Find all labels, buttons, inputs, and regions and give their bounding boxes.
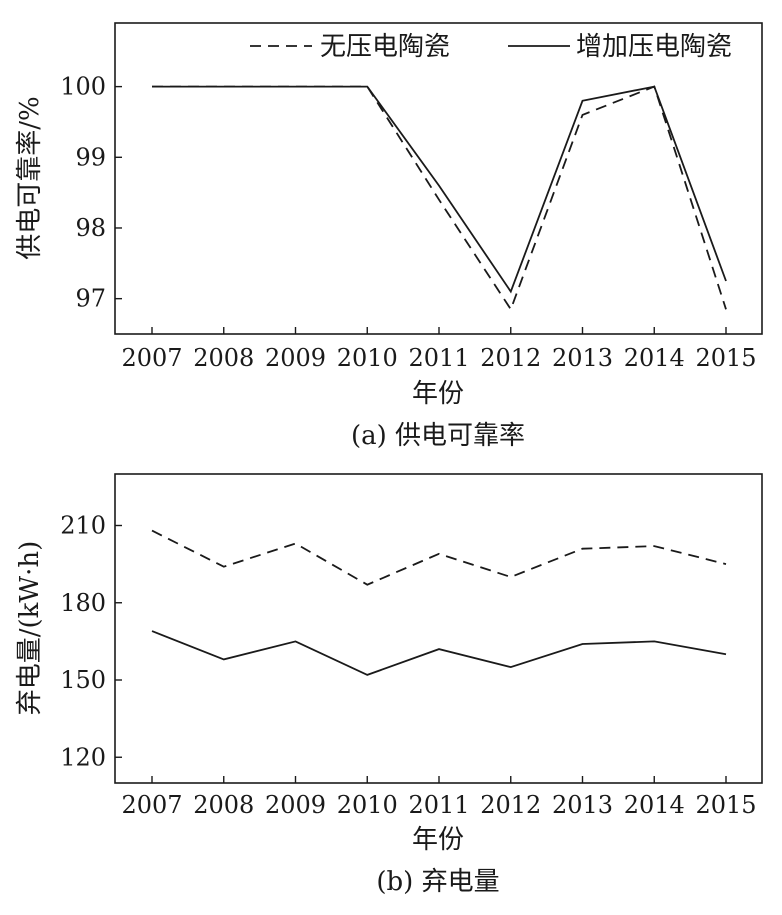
panel-a-legend: 无压电陶瓷 增加压电陶瓷 xyxy=(250,32,732,62)
legend-solid-label: 增加压电陶瓷 xyxy=(576,32,732,62)
panel-a-reliability: 2007 2008 2009 2010 2011 2012 2013 2014 2015 97 98… xyxy=(15,22,763,451)
panel-a-series-without-piezo xyxy=(152,85,727,312)
panel-b-x-tick-label: 2012 xyxy=(480,791,541,819)
panel-a-x-tick-label: 2014 xyxy=(624,344,685,372)
panel-b-x-axis-title: 年份 xyxy=(412,825,464,855)
panel-b-plot-frame xyxy=(114,473,763,784)
panel-b-x-tick-label: 2011 xyxy=(408,791,469,819)
panel-a-x-tick-label: 2010 xyxy=(337,344,398,372)
panel-b-x-tick-label: 2014 xyxy=(624,791,685,819)
panel-b-x-tick-label: 2008 xyxy=(193,791,254,819)
panel-b-x-tick-label: 2015 xyxy=(695,791,756,819)
panel-b-series-with-piezo xyxy=(151,630,727,676)
panel-b-x-tick-label: 2013 xyxy=(552,791,613,819)
panel-b-series-without-piezo xyxy=(151,529,727,586)
panel-b-curtailment: 2007 2008 2009 2010 2011 2012 2013 2014 2015 120 1… xyxy=(15,473,763,897)
panel-a-series-with-piezo xyxy=(152,85,727,294)
legend-dashed-label: 无压电陶瓷 xyxy=(320,32,450,62)
panel-b-y-tick-label: 120 xyxy=(60,743,106,771)
panel-a-plot-frame xyxy=(114,22,763,335)
panel-b-x-tick-label: 2007 xyxy=(121,791,182,819)
panel-b-y-tick-label: 150 xyxy=(60,666,106,694)
panel-a-x-tick-label: 2009 xyxy=(265,344,326,372)
panel-b-y-tick-label: 180 xyxy=(60,589,106,617)
panel-a-x-axis-title: 年份 xyxy=(412,379,464,409)
panel-b-caption: (b) 弃电量 xyxy=(376,867,499,897)
panel-a-x-tick-label: 2007 xyxy=(121,344,182,372)
panel-a-y-tick-label: 98 xyxy=(75,214,106,242)
panel-a-x-tick-label: 2015 xyxy=(695,344,756,372)
panel-a-marks: 2007 2008 2009 2010 2011 2012 2013 2014 2015 97 98… xyxy=(60,73,756,372)
panel-b-x-tick-label: 2009 xyxy=(265,791,326,819)
panel-b-x-tick-label: 2010 xyxy=(337,791,398,819)
panel-a-caption: (a) 供电可靠率 xyxy=(351,421,525,451)
panel-b-y-tick-label: 210 xyxy=(60,512,106,540)
panel-a-y-tick-label: 100 xyxy=(60,73,106,101)
panel-a-y-tick-label: 97 xyxy=(75,285,106,313)
panel-b-marks: 2007 2008 2009 2010 2011 2012 2013 2014 2015 120 1… xyxy=(60,512,756,820)
panel-a-x-tick-label: 2013 xyxy=(552,344,613,372)
panel-a-x-tick-label: 2012 xyxy=(480,344,541,372)
panel-a-x-tick-label: 2011 xyxy=(408,344,469,372)
panel-a-x-tick-label: 2008 xyxy=(193,344,254,372)
panel-a-y-axis-title: 供电可靠率/% xyxy=(15,96,45,259)
panel-b-y-axis-title: 弃电量/(kW·h) xyxy=(15,541,45,716)
panel-a-y-tick-label: 99 xyxy=(75,143,106,171)
